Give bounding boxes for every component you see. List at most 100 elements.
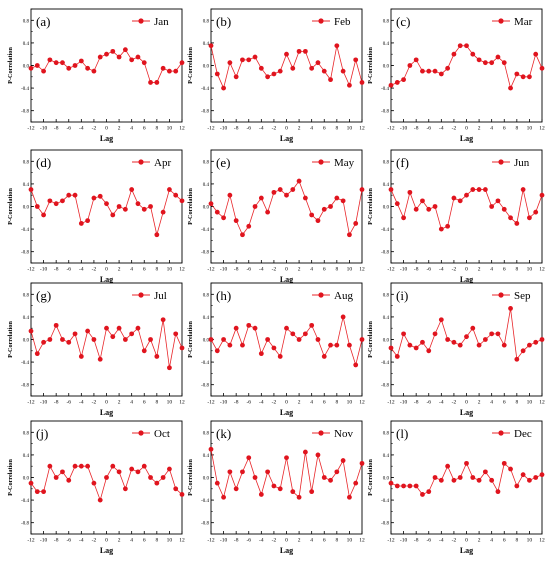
data-point [34,204,40,209]
data-point [445,463,451,469]
data-point [233,218,239,224]
data-point [334,195,340,201]
data-point [328,342,333,348]
data-point [179,492,185,497]
x-tick-label: -6 [426,267,431,273]
x-tick-label: 10 [347,126,353,132]
data-point [420,339,425,345]
y-axis-title: P-Correlation [367,47,374,84]
data-point [539,337,545,342]
data-point [482,337,488,342]
y-tick-label: 0.0 [23,339,30,344]
x-tick-label: -2 [272,267,277,273]
panel-apr: -0.8 -0.4 0.0 0.4 0.8 -12 -10 -8 -6 -4 -2 0 2 4 6 8 10 12… [7,149,185,284]
data-point [527,477,532,483]
data-point [476,57,482,63]
data-point [539,65,545,71]
data-point [432,204,438,209]
data-point [501,460,507,466]
data-point [394,354,400,359]
panel-label: (b) [216,14,231,29]
data-point [413,483,419,489]
data-point [407,189,413,195]
data-point [208,43,214,49]
x-tick-label: -12 [207,538,215,544]
x-tick-label: 2 [118,400,121,406]
x-tick-label: 10 [167,400,173,406]
data-point [296,494,302,500]
data-point [284,192,289,198]
x-tick-label: 2 [298,538,301,544]
data-point [122,486,128,492]
x-tick-label: 4 [490,400,493,406]
x-tick-label: 4 [310,126,313,132]
data-point [66,65,72,71]
data-point [154,354,160,359]
x-tick-label: 6 [323,400,326,406]
panel-label: (f) [396,155,409,170]
data-point [432,331,438,337]
y-tick-label: 0.4 [383,454,390,459]
data-point [340,314,346,320]
data-point [227,469,233,475]
x-tick-label: -6 [426,126,431,132]
y-tick-label: 0.0 [383,206,390,211]
legend-marker [498,18,504,24]
data-point [407,483,413,489]
x-tick-label: -12 [27,538,35,544]
legend-label: Mar [514,16,533,28]
data-point [53,201,59,207]
x-tick-label: 10 [527,126,533,132]
data-point [457,43,463,49]
panel-label: (a) [36,14,50,29]
data-point [271,189,277,195]
data-point [214,348,220,354]
y-tick-label: -0.4 [381,361,389,366]
y-tick-label: -0.4 [201,361,209,366]
data-point [321,475,327,480]
data-point [47,198,53,204]
data-point [457,475,463,480]
x-tick-label: -6 [246,538,251,544]
data-point [464,460,469,466]
data-point [173,192,179,198]
legend-label: Jul [154,290,167,302]
data-point [167,68,172,74]
x-tick-label: 8 [335,267,338,273]
y-tick-label: 0.0 [383,65,390,70]
data-point [240,232,245,238]
y-axis-title: P-Correlation [187,47,194,84]
data-point [104,475,109,480]
data-point [246,455,252,461]
x-tick-label: 8 [515,126,518,132]
data-point [413,345,419,351]
data-point [221,85,226,91]
x-tick-label: 10 [347,538,353,544]
data-point [72,331,78,337]
data-point [302,449,308,455]
x-tick-label: 10 [527,538,533,544]
data-point [495,54,501,60]
x-tick-label: 6 [143,126,146,132]
y-tick-label: 0.0 [23,65,30,70]
x-tick-label: 12 [179,538,185,544]
data-point [309,212,315,218]
y-tick-label: 0.8 [23,160,30,165]
data-point [321,354,327,359]
data-point [420,492,425,497]
data-point [110,334,116,340]
data-point [426,206,432,212]
data-point [533,51,539,57]
data-point [290,331,296,337]
x-tick-label: -2 [272,538,277,544]
panel-label: (d) [36,155,51,170]
x-tick-label: -8 [54,400,59,406]
data-point [315,337,321,342]
legend-marker [498,430,504,436]
x-tick-label: 6 [503,538,506,544]
data-point [340,198,346,204]
data-point [438,477,444,483]
x-tick-label: -12 [27,126,35,132]
data-point [265,337,271,342]
data-point [91,337,97,342]
